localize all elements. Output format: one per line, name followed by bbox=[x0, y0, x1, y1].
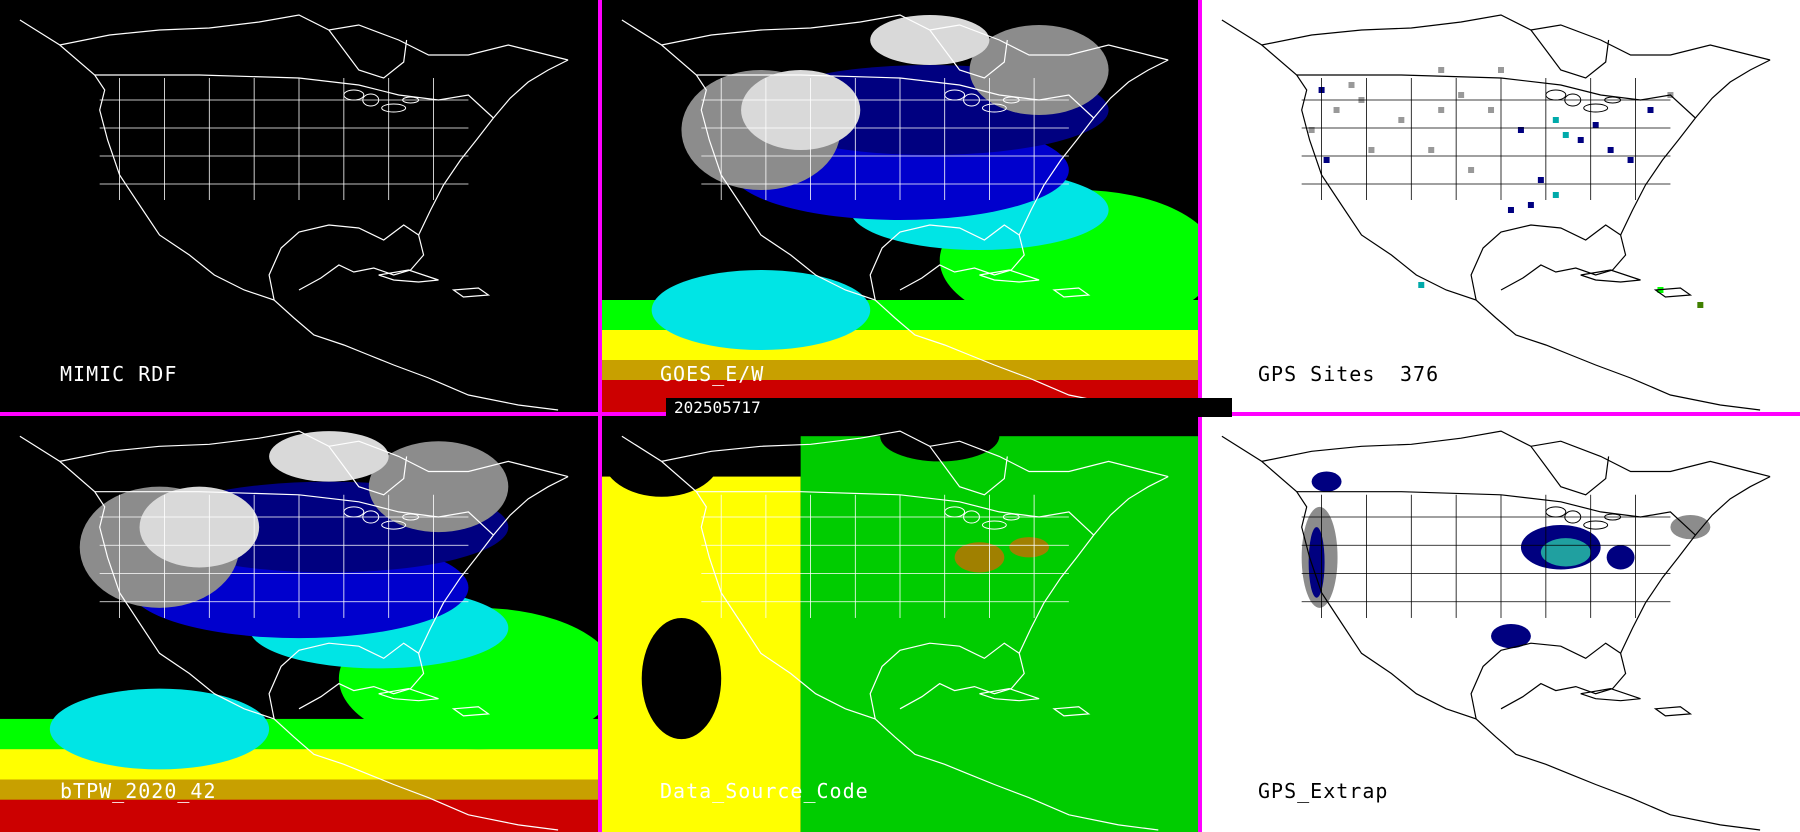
panel-gps-extrap: GPS_Extrap bbox=[1202, 416, 1800, 832]
basemap-outline bbox=[621, 430, 1169, 831]
vertical-divider-left bbox=[598, 0, 602, 832]
gps-site-marker bbox=[1507, 207, 1514, 213]
extrap-region-navy bbox=[1311, 471, 1342, 492]
gps-site-marker bbox=[1498, 67, 1504, 73]
panel-label: GOES_E/W bbox=[660, 362, 765, 386]
timestamp-bar: 202505717 bbox=[666, 398, 1232, 417]
gps-site-marker bbox=[1418, 282, 1425, 288]
no-data-region bbox=[880, 416, 1000, 462]
no-data-region bbox=[641, 617, 722, 740]
tpw-region-gray bbox=[969, 25, 1109, 115]
gps-site-marker bbox=[1607, 147, 1614, 153]
source-region-east bbox=[800, 436, 1198, 832]
gps-site-marker bbox=[1348, 82, 1355, 88]
tpw-region-lightgray bbox=[870, 15, 990, 65]
gps-site-marker bbox=[1592, 122, 1599, 128]
gps-site-marker bbox=[1468, 167, 1475, 173]
panel-label: Data_Source_Code bbox=[660, 779, 869, 803]
gps-site-marker bbox=[1552, 192, 1559, 198]
gps-site-marker bbox=[1333, 107, 1340, 113]
gps-site-marker bbox=[1517, 127, 1524, 133]
tpw-region-lightgray bbox=[269, 431, 389, 482]
basemap-outline bbox=[19, 14, 569, 411]
extrap-region-teal bbox=[1540, 538, 1591, 567]
gps-site-marker bbox=[1438, 67, 1445, 73]
panel-btpw: bTPW_2020_42 bbox=[0, 416, 598, 832]
panel-gps-sites: GPS Sites 376 bbox=[1202, 0, 1800, 412]
gps-site-marker bbox=[1438, 107, 1445, 113]
basemap-outline bbox=[1221, 430, 1771, 831]
source-code-map bbox=[602, 416, 1198, 832]
source-region-mixed bbox=[1009, 537, 1049, 558]
extrap-region-navy bbox=[1308, 527, 1325, 598]
panel-mimic-rdf: MIMIC RDF bbox=[0, 0, 598, 412]
gps-site-marker bbox=[1562, 132, 1569, 138]
tpw-field-map bbox=[602, 14, 1198, 412]
panel-label: bTPW_2020_42 bbox=[60, 779, 217, 803]
gps-site-marker bbox=[1627, 157, 1634, 163]
gps-site-marker bbox=[1527, 202, 1534, 208]
gps-site-marker bbox=[1552, 117, 1559, 123]
gps-site-marker bbox=[1537, 177, 1544, 183]
gps-site-marker bbox=[1308, 127, 1315, 133]
gps-site-marker bbox=[1323, 157, 1330, 163]
tpw-region-lightgray bbox=[139, 486, 260, 568]
tpw-region-cyan bbox=[651, 270, 871, 350]
basemap-outline bbox=[621, 14, 1169, 411]
gps-site-marker bbox=[1428, 147, 1435, 153]
panel-data-source-code: Data_Source_Code bbox=[602, 416, 1198, 832]
gps-site-marker bbox=[1458, 92, 1465, 98]
no-data-region bbox=[602, 416, 722, 497]
panel-label: GPS_Extrap bbox=[1258, 779, 1389, 803]
panel-goes-ew: GOES_E/W bbox=[602, 0, 1198, 412]
gps-site-marker bbox=[1647, 107, 1654, 113]
gps-site-marker bbox=[1488, 107, 1495, 113]
source-region-mixed bbox=[954, 542, 1005, 573]
extrap-region-gray bbox=[1670, 514, 1711, 540]
tpw-field-map bbox=[0, 430, 598, 832]
gps-site-marker bbox=[1368, 147, 1375, 153]
panel-label: GPS Sites bbox=[1258, 362, 1376, 386]
gps-sites-map bbox=[1221, 14, 1771, 411]
panel-label: MIMIC RDF bbox=[60, 362, 178, 386]
basemap-outline bbox=[1221, 14, 1771, 411]
tpw-region-lightgray bbox=[741, 70, 861, 150]
gps-site-marker bbox=[1697, 302, 1704, 308]
tpw-region-gray bbox=[368, 441, 509, 533]
extrap-region-navy bbox=[1491, 624, 1531, 649]
site-count: 376 bbox=[1400, 362, 1440, 386]
extrap-region-navy bbox=[1606, 545, 1635, 570]
tpw-band-red bbox=[0, 799, 598, 832]
basemap bbox=[19, 14, 569, 411]
gps-site-marker bbox=[1398, 117, 1405, 123]
tpw-region-cyan bbox=[49, 688, 270, 770]
gps-extrap-map bbox=[1221, 430, 1771, 831]
basemap-outline bbox=[19, 430, 569, 831]
gps-site-marker bbox=[1577, 137, 1584, 143]
